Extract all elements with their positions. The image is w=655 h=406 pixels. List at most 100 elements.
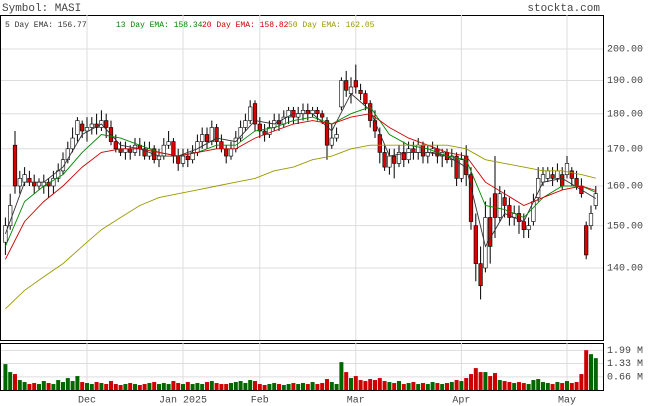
candle-body <box>180 155 186 164</box>
candle-body <box>411 148 416 153</box>
volume-bar <box>152 382 157 390</box>
candle-body <box>36 181 42 187</box>
volume-bar <box>291 383 296 390</box>
volume-bar <box>507 382 512 390</box>
volume-bar <box>497 380 502 390</box>
candle-body <box>593 193 598 206</box>
volume-bar <box>449 382 454 390</box>
volume-bar <box>541 382 545 390</box>
candle-body <box>89 123 94 128</box>
volume-bar <box>545 383 550 390</box>
candle-body <box>584 225 589 256</box>
volume-bar <box>488 376 493 390</box>
candle-body <box>75 120 80 135</box>
volume-bar <box>517 382 521 390</box>
x-tick-label: Mar <box>347 396 365 406</box>
volume-bar <box>32 383 37 390</box>
volume-bar <box>521 383 526 390</box>
volume-bar <box>262 385 267 390</box>
volume-bar <box>195 383 200 390</box>
symbol: Symbol: MASI <box>2 3 81 15</box>
volume-bar <box>17 380 22 390</box>
volume-bar <box>137 385 142 390</box>
candle-body <box>128 148 133 153</box>
volume-bar <box>526 384 531 390</box>
volume-bar <box>166 384 171 390</box>
candle-body <box>406 148 411 161</box>
ema-line <box>4 106 596 247</box>
candle-body <box>396 152 402 164</box>
volume-bar <box>3 364 8 390</box>
x-tick-label: Feb <box>251 395 269 406</box>
volume-bar <box>411 382 416 390</box>
volume-bar <box>425 384 430 390</box>
volume-bar <box>387 382 392 390</box>
candle-body <box>492 193 498 218</box>
volume-bar <box>219 384 224 390</box>
candle-body <box>588 213 594 226</box>
volume-bar <box>190 384 195 390</box>
volume-bar <box>589 354 593 390</box>
volume-bar <box>94 382 99 390</box>
candle-body <box>300 110 306 115</box>
candle-body <box>502 197 507 206</box>
candle-body <box>560 174 565 187</box>
volume-bar <box>209 381 214 390</box>
volume-bar <box>310 382 315 390</box>
x-tick-label: Apr <box>452 396 470 406</box>
volume-bar <box>51 384 56 390</box>
volume-bar <box>416 384 421 390</box>
candle-body <box>123 148 128 153</box>
volume-bar <box>272 383 277 390</box>
legend-entry: 20 Day EMA: 158.82 <box>202 21 289 30</box>
x-tick-label: May <box>558 396 576 406</box>
volume-bar <box>22 382 27 390</box>
candle-body <box>540 174 546 183</box>
volume-bar <box>281 385 286 390</box>
candle-body <box>32 181 37 187</box>
volume-bar <box>248 380 253 390</box>
legend-entry: 5 Day EMA: 156.77 <box>5 21 87 30</box>
volume-bar <box>382 381 387 390</box>
candle-body <box>564 163 570 175</box>
candle-body <box>104 120 109 128</box>
volume-bar <box>329 382 334 390</box>
volume-bar <box>243 383 248 390</box>
legend-entry: 50 Day EMA: 162.05 <box>288 21 375 30</box>
candle-body <box>392 155 397 164</box>
candle-body <box>454 155 459 179</box>
volume-bar <box>13 374 17 390</box>
volume-bar <box>56 380 61 390</box>
volume-bar <box>406 383 411 390</box>
candle-body <box>171 141 176 157</box>
volume-bar <box>459 381 464 390</box>
volume-bar <box>574 382 579 390</box>
candle-body <box>195 141 200 153</box>
volume-bar <box>296 384 301 390</box>
candle-body <box>310 110 315 115</box>
volume-bar <box>85 383 89 390</box>
volume-bar <box>421 383 425 390</box>
volume-bar <box>493 373 497 390</box>
volume-bar <box>142 384 147 390</box>
y-tick-label: 200.00 <box>607 45 643 56</box>
candle-body <box>17 178 22 187</box>
volume-bar <box>118 385 123 390</box>
candle-body <box>521 221 526 231</box>
volume-bar <box>584 350 589 390</box>
candle-body <box>401 152 406 161</box>
candle-body <box>161 144 166 157</box>
volume-bar <box>569 383 574 390</box>
ema-line <box>4 92 597 248</box>
volume-bar <box>344 372 349 390</box>
volume-bar <box>65 378 70 390</box>
ema-line <box>5 144 596 310</box>
candle-body <box>545 170 550 179</box>
volume-bar <box>483 372 488 390</box>
candle-body <box>214 127 219 142</box>
y-tick-label: 170.00 <box>607 144 643 155</box>
volume-bar <box>128 383 133 390</box>
candle-body <box>257 123 262 132</box>
volume-bar <box>560 383 565 390</box>
